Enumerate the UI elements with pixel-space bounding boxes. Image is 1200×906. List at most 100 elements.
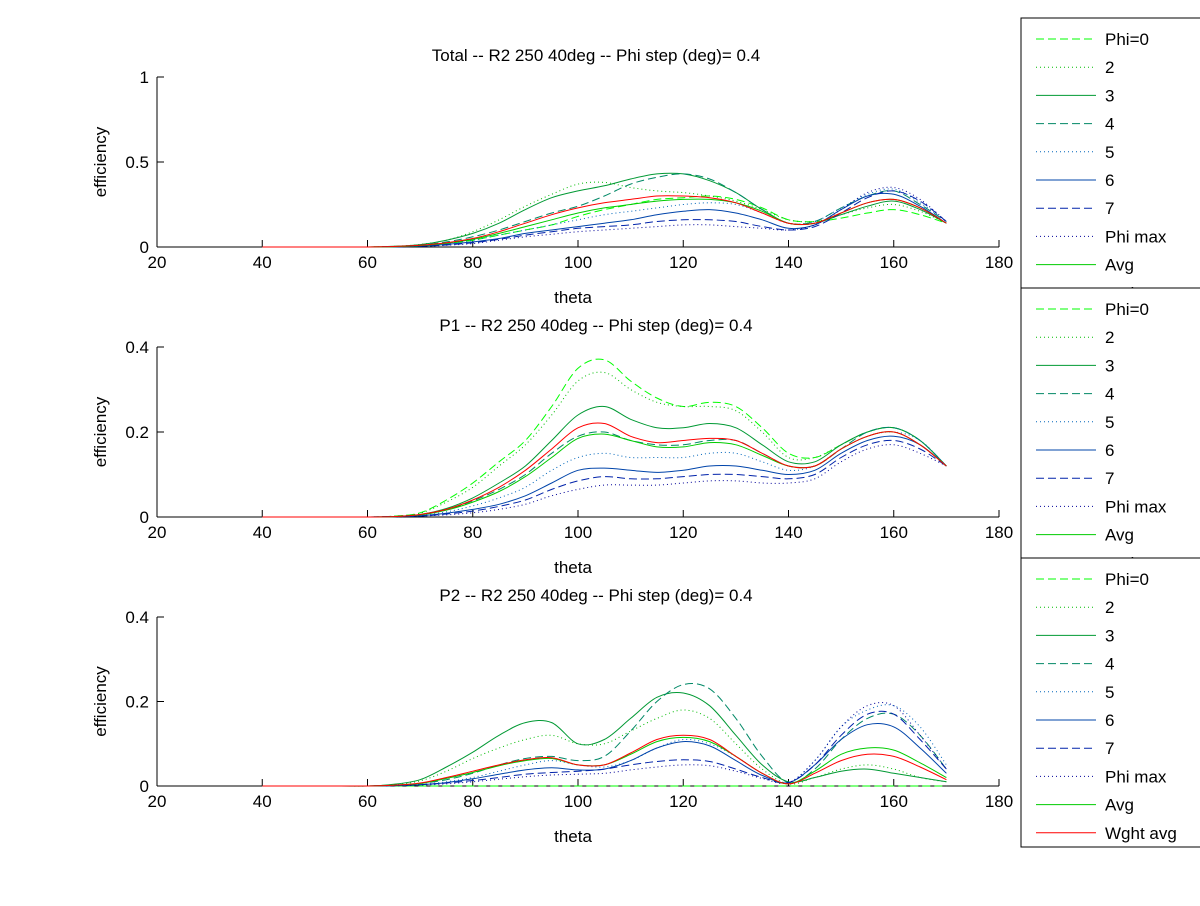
y-tick-label: 0.5	[125, 153, 149, 172]
legend-label-7: 7	[1105, 199, 1114, 218]
series-line-5	[262, 431, 947, 518]
x-axis-label: theta	[554, 827, 592, 846]
series-line-1	[262, 195, 947, 248]
y-tick-label: 0.4	[125, 338, 149, 357]
series-group	[262, 172, 947, 248]
series-line-9	[262, 431, 947, 518]
x-tick-label: 100	[564, 523, 592, 542]
y-tick-label: 1	[140, 68, 149, 87]
y-tick-label: 0.4	[125, 608, 149, 627]
x-tick-label: 140	[774, 523, 802, 542]
legend-label-7: 7	[1105, 469, 1114, 488]
legend-1: Phi=0 2 3 4 5 6 7 Phi max Avg Wght avg	[1020, 17, 1200, 303]
x-tick-label: 80	[463, 253, 482, 272]
y-tick-label: 0	[140, 508, 149, 527]
x-tick-label: 160	[880, 792, 908, 811]
x-axis-label: theta	[554, 288, 592, 307]
legend-label-5: 5	[1105, 683, 1114, 702]
legend-label-3: 3	[1105, 626, 1114, 645]
y-axis-label: efficiency	[91, 666, 110, 737]
chart-panel-2: P1 -- R2 250 40deg -- Phi step (deg)= 0.…	[91, 316, 1013, 577]
chart-title: P1 -- R2 250 40deg -- Phi step (deg)= 0.…	[439, 316, 752, 335]
legend-label-8: Phi max	[1105, 227, 1167, 246]
legend-items: Phi=0 2 3 4 5 6 7 Phi max Avg Wght avg	[1036, 30, 1177, 303]
x-tick-label: 100	[564, 792, 592, 811]
legend-label-4: 4	[1105, 385, 1114, 404]
x-tick-label: 180	[985, 523, 1013, 542]
series-line-10	[262, 195, 947, 248]
chart-title: P2 -- R2 250 40deg -- Phi step (deg)= 0.…	[439, 586, 752, 605]
legend-label-9: Avg	[1105, 526, 1134, 545]
series-line-10	[262, 734, 947, 787]
series-line-2	[262, 371, 947, 518]
legend-label-6: 6	[1105, 441, 1114, 460]
series-line-3	[262, 691, 947, 787]
x-tick-label: 60	[358, 253, 377, 272]
x-tick-label: 100	[564, 253, 592, 272]
legend-box	[1020, 17, 1200, 289]
legend-label-9: Avg	[1105, 256, 1134, 275]
legend-label-3: 3	[1105, 356, 1114, 375]
legend-label-9: Avg	[1105, 796, 1134, 815]
legend-label-1: Phi=0	[1105, 30, 1149, 49]
legend-label-6: 6	[1105, 711, 1114, 730]
x-tick-label: 140	[774, 253, 802, 272]
series-group	[262, 358, 947, 518]
legend-label-8: Phi max	[1105, 497, 1167, 516]
legend-label-8: Phi max	[1105, 767, 1167, 786]
legend-items: Phi=0 2 3 4 5 6 7 Phi max Avg Wght avg	[1036, 300, 1177, 573]
legend-label-5: 5	[1105, 143, 1114, 162]
legend-label-1: Phi=0	[1105, 570, 1149, 589]
legend-label-4: 4	[1105, 655, 1114, 674]
legend-label-10: Wght avg	[1105, 284, 1177, 303]
y-tick-label: 0.2	[125, 423, 149, 442]
series-line-4	[262, 173, 947, 248]
x-tick-label: 120	[669, 253, 697, 272]
legend-label-10: Wght avg	[1105, 554, 1177, 573]
x-tick-label: 40	[253, 253, 272, 272]
legend-label-2: 2	[1105, 328, 1114, 347]
chart-panel-3: P2 -- R2 250 40deg -- Phi step (deg)= 0.…	[91, 586, 1013, 846]
x-tick-label: 160	[880, 253, 908, 272]
x-tick-label: 140	[774, 792, 802, 811]
x-tick-label: 40	[253, 523, 272, 542]
x-tick-label: 120	[669, 792, 697, 811]
series-line-2	[262, 709, 947, 787]
legend-label-3: 3	[1105, 86, 1114, 105]
series-line-9	[262, 736, 947, 787]
x-tick-label: 60	[358, 523, 377, 542]
y-tick-label: 0	[140, 238, 149, 257]
x-tick-label: 160	[880, 523, 908, 542]
legend-label-5: 5	[1105, 413, 1114, 432]
y-tick-label: 0	[140, 777, 149, 796]
x-tick-label: 180	[985, 792, 1013, 811]
x-tick-label: 20	[148, 523, 167, 542]
legend-label-4: 4	[1105, 115, 1114, 134]
series-line-3	[262, 172, 947, 248]
x-tick-label: 80	[463, 792, 482, 811]
series-line-7	[262, 190, 947, 248]
y-axis-label: efficiency	[91, 126, 110, 197]
legend-items: Phi=0 2 3 4 5 6 7 Phi max Avg Wght avg	[1036, 570, 1177, 843]
chart-panel-1: Total -- R2 250 40deg -- Phi step (deg)=…	[91, 46, 1013, 307]
x-axis-label: theta	[554, 558, 592, 577]
chart-title: Total -- R2 250 40deg -- Phi step (deg)=…	[432, 46, 760, 65]
legend-label-2: 2	[1105, 598, 1114, 617]
series-line-6	[262, 192, 947, 248]
series-line-1	[262, 358, 947, 518]
x-tick-label: 40	[253, 792, 272, 811]
x-tick-label: 180	[985, 253, 1013, 272]
series-group	[262, 683, 947, 787]
x-tick-label: 80	[463, 523, 482, 542]
legend-label-2: 2	[1105, 58, 1114, 77]
legend-label-1: Phi=0	[1105, 300, 1149, 319]
legend-label-7: 7	[1105, 739, 1114, 758]
x-tick-label: 60	[358, 792, 377, 811]
series-line-7	[262, 710, 947, 787]
x-tick-label: 20	[148, 253, 167, 272]
series-line-10	[262, 422, 947, 518]
series-line-4	[262, 426, 947, 518]
x-tick-label: 20	[148, 792, 167, 811]
legend-box	[1020, 557, 1200, 848]
